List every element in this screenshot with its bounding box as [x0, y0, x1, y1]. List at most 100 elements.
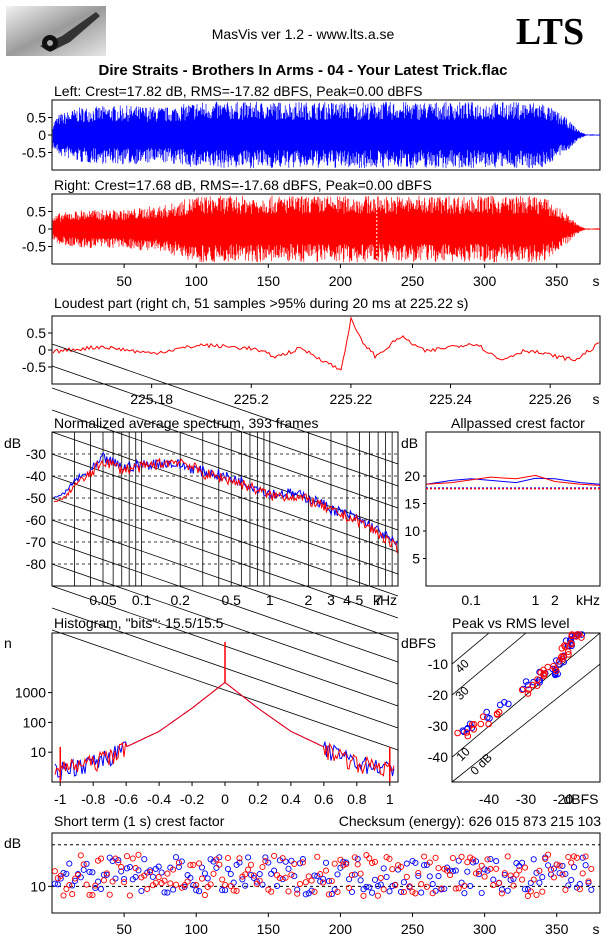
crest-point-L	[63, 870, 70, 877]
allpass-frame	[425, 431, 601, 587]
crest-point-R	[256, 877, 263, 884]
waveform-xtick-label: 350	[545, 273, 569, 289]
peakrms-point-L	[566, 637, 574, 644]
peakrms-point-L	[551, 670, 559, 678]
histogram-xtick-label: -0.2	[180, 791, 204, 807]
loudest-ytick-label: 0.5	[27, 325, 47, 341]
crest-point-R	[123, 853, 131, 860]
crest-point-L	[446, 867, 454, 874]
crest-point-R	[227, 882, 234, 890]
crest-point-R	[167, 880, 174, 887]
histogram-xtick-label: 0	[221, 791, 229, 807]
crest-xtick-label: 300	[473, 921, 497, 937]
crest-point-L	[265, 859, 272, 866]
crest-point-R	[80, 861, 87, 868]
spectrum-ytick-label: -80	[26, 556, 46, 572]
crest-point-R	[51, 868, 58, 875]
allpass-ytick-label: 20	[404, 468, 420, 484]
crest-point-L	[250, 874, 257, 882]
peakrms-point-L	[468, 724, 476, 732]
crest-point-R	[210, 870, 217, 877]
peakrms-point-R	[518, 686, 526, 694]
crest-point-R	[490, 882, 497, 889]
crest-point-R	[89, 891, 96, 899]
crest-point-R	[386, 855, 393, 862]
loudest-ytick-label: -0.5	[22, 359, 46, 375]
crest-point-R	[103, 870, 110, 877]
crest-point-R	[582, 853, 589, 860]
crest-point-L	[539, 874, 546, 881]
crest-point-R	[392, 882, 399, 889]
crest-point-R	[446, 872, 454, 879]
crest-point-R	[273, 872, 281, 879]
crest-point-R	[400, 889, 407, 896]
crest-point-R	[369, 859, 376, 867]
crest-point-R	[524, 892, 531, 900]
crest-frame	[51, 832, 601, 914]
crest-point-R	[271, 852, 278, 859]
spectrum-title: Normalized average spectrum, 393 frames	[54, 415, 319, 431]
crest-point-R	[308, 877, 315, 884]
left-waveform-ytick-label: 0	[38, 127, 46, 143]
crest-xtick-label: 200	[329, 921, 353, 937]
crest-point-R	[366, 855, 373, 862]
crest-point-L	[582, 862, 589, 869]
crest-point-L	[72, 877, 79, 884]
peakrms-crest-line	[451, 632, 490, 665]
loudest-title: Loudest part (right ch, 51 samples >95% …	[54, 295, 468, 311]
crest-point-L	[559, 862, 566, 869]
waveform-xunit: s	[593, 273, 600, 289]
crest-point-L	[80, 866, 87, 873]
peakrms-point-R	[454, 729, 461, 737]
allpass-xunit: kHz	[576, 592, 600, 608]
crest-point-R	[112, 855, 119, 862]
checksum-label: Checksum (energy): 626 015 873 215 103	[339, 813, 601, 829]
crest-point-R	[288, 871, 295, 878]
spectrum-slope-line	[51, 519, 399, 641]
crest-point-R	[550, 874, 557, 881]
crest-point-R	[132, 865, 139, 872]
crest-point-L	[121, 875, 128, 883]
peakrms-crest-line	[451, 632, 527, 696]
crest-point-L	[441, 885, 448, 892]
crest-point-L	[530, 856, 537, 863]
peakrms-diag-label: 40	[452, 656, 472, 676]
crest-point-L	[259, 881, 266, 888]
crest-point-L	[371, 876, 379, 883]
crest-point-R	[504, 853, 511, 860]
crest-point-R	[343, 861, 350, 868]
crest-point-R	[282, 874, 289, 881]
histogram-ytick-label: 1000	[15, 685, 46, 701]
crest-point-R	[363, 852, 370, 859]
crest-point-L	[213, 864, 220, 871]
spectrum-slope-line	[51, 453, 399, 575]
crest-point-L	[201, 870, 208, 877]
crest-point-L	[377, 881, 384, 888]
spectrum-xtick-label: 0.05	[89, 592, 116, 608]
crest-xtick-label: 150	[257, 921, 281, 937]
peakrms-point-R	[561, 643, 569, 651]
crest-point-L	[322, 859, 330, 866]
crest-point-L	[69, 882, 76, 889]
crest-point-R	[559, 871, 566, 878]
spectrum-xtick-label: 5	[356, 592, 364, 608]
crest-point-L	[51, 880, 58, 887]
right-waveform-ytick-label: 0.5	[27, 204, 47, 220]
crest-point-L	[83, 860, 90, 867]
crest-point-L	[299, 856, 306, 863]
crest-point-R	[354, 861, 361, 868]
crest-point-R	[565, 853, 572, 861]
right-waveform-ytick-label: -0.5	[22, 239, 46, 255]
crest-point-R	[570, 853, 578, 860]
crest-point-L	[348, 888, 356, 896]
crest-point-L	[527, 879, 534, 886]
crest-point-L	[242, 882, 249, 889]
crest-point-L	[426, 873, 433, 880]
crest-point-R	[438, 885, 445, 892]
crest-point-R	[170, 866, 177, 873]
histogram-xtick-label: 1	[386, 791, 394, 807]
histogram-xtick-label: 0.8	[347, 791, 367, 807]
left-title: Left: Crest=17.82 dB, RMS=-17.82 dBFS, P…	[54, 83, 422, 99]
